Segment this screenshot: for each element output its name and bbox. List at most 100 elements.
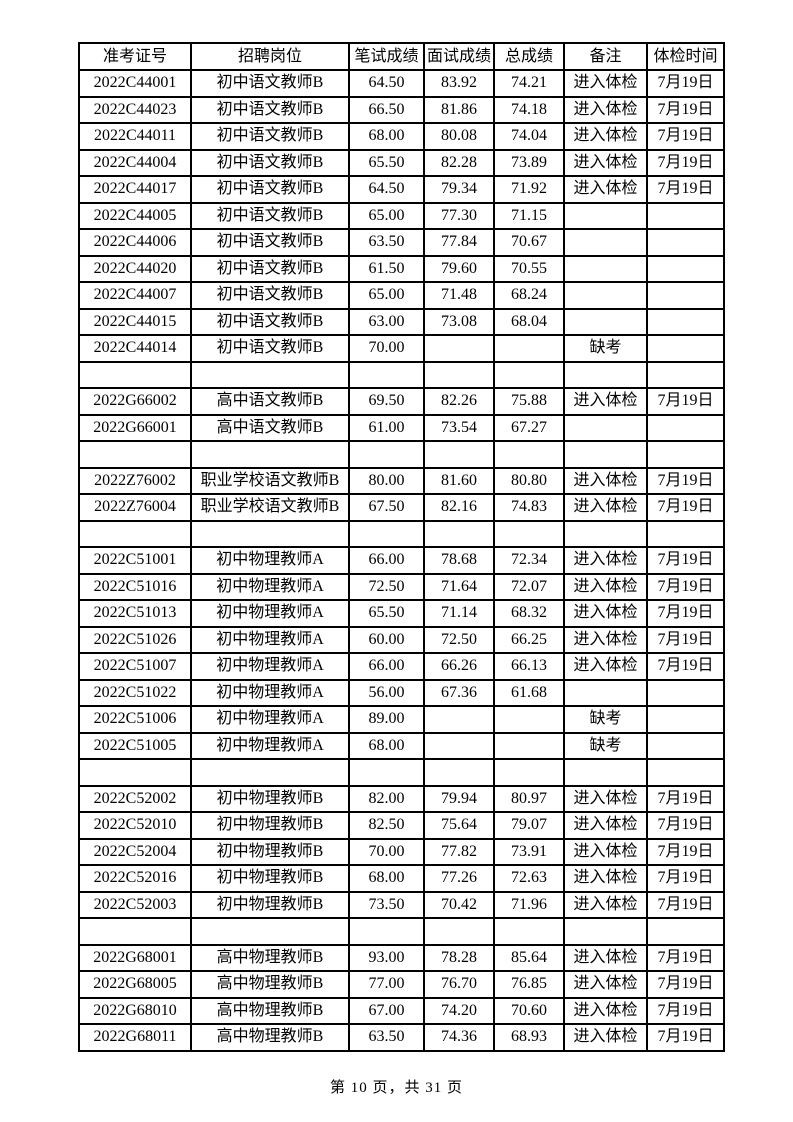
cell-total: 68.32	[493, 599, 565, 628]
cell-written: 82.00	[348, 784, 425, 813]
cell-id: 2022C52003	[78, 890, 192, 919]
cell-interview: 77.84	[423, 228, 495, 257]
cell-written: 65.00	[348, 281, 425, 310]
cell-interview: 71.48	[423, 281, 495, 310]
cell-id	[78, 440, 192, 469]
cell-interview: 82.26	[423, 387, 495, 416]
cell-total: 66.25	[493, 625, 565, 654]
cell-position: 初中语文教师B	[190, 148, 350, 177]
cell-checkup	[646, 281, 725, 310]
cell-remark: 进入体检	[563, 970, 648, 999]
column-header-interview: 面试成绩	[423, 42, 495, 71]
cell-total	[493, 334, 565, 363]
cell-id: 2022C44023	[78, 95, 192, 124]
cell-total	[493, 917, 565, 946]
cell-interview: 77.82	[423, 837, 495, 866]
cell-position	[190, 519, 350, 548]
cell-total: 68.24	[493, 281, 565, 310]
cell-interview	[423, 519, 495, 548]
cell-written: 65.50	[348, 148, 425, 177]
cell-written: 66.00	[348, 546, 425, 575]
table-row: 2022C51001 初中物理教师A 66.00 78.68 72.34 进入体检 7月19…	[78, 546, 725, 575]
cell-checkup: 7月19日	[646, 784, 725, 813]
cell-position: 初中语文教师B	[190, 95, 350, 124]
cell-interview: 71.64	[423, 572, 495, 601]
cell-written: 82.50	[348, 811, 425, 840]
cell-id: 2022C51006	[78, 705, 192, 734]
cell-total	[493, 758, 565, 787]
cell-position	[190, 360, 350, 389]
cell-remark	[563, 413, 648, 442]
cell-remark: 进入体检	[563, 572, 648, 601]
cell-checkup: 7月19日	[646, 652, 725, 681]
page-number: 第 10 页，共 31 页	[329, 1080, 463, 1096]
cell-remark: 进入体检	[563, 148, 648, 177]
table-row: 2022C52016 初中物理教师B 68.00 77.26 72.63 进入体检 7月19…	[78, 864, 725, 893]
cell-position: 初中物理教师B	[190, 864, 350, 893]
cell-total: 74.83	[493, 493, 565, 522]
cell-total: 79.07	[493, 811, 565, 840]
cell-written: 72.50	[348, 572, 425, 601]
table-row: 2022C44005 初中语文教师B 65.00 77.30 71.15	[78, 201, 725, 230]
cell-id: 2022C44017	[78, 175, 192, 204]
table-row: 2022C52002 初中物理教师B 82.00 79.94 80.97 进入体检 7月19…	[78, 784, 725, 813]
cell-remark: 进入体检	[563, 652, 648, 681]
cell-id: 2022C51007	[78, 652, 192, 681]
cell-total: 74.18	[493, 95, 565, 124]
table-row: 2022C51006 初中物理教师A 89.00 缺考	[78, 705, 725, 734]
cell-id: 2022C51022	[78, 678, 192, 707]
cell-total: 70.55	[493, 254, 565, 283]
cell-checkup	[646, 413, 725, 442]
table-row: 2022C52004 初中物理教师B 70.00 77.82 73.91 进入体检 7月19…	[78, 837, 725, 866]
cell-position: 初中物理教师A	[190, 572, 350, 601]
cell-remark: 进入体检	[563, 996, 648, 1025]
cell-id: 2022C44014	[78, 334, 192, 363]
cell-interview	[423, 705, 495, 734]
cell-checkup	[646, 678, 725, 707]
cell-interview: 75.64	[423, 811, 495, 840]
table-row: 2022G68010 高中物理教师B 67.00 74.20 70.60 进入体检 7月19…	[78, 996, 725, 1025]
table-row: 2022C44006 初中语文教师B 63.50 77.84 70.67	[78, 228, 725, 257]
cell-interview: 79.94	[423, 784, 495, 813]
cell-id: 2022C51016	[78, 572, 192, 601]
cell-position: 初中物理教师A	[190, 625, 350, 654]
cell-total: 61.68	[493, 678, 565, 707]
table-row: 2022C44023 初中语文教师B 66.50 81.86 74.18 进入体检 7月19…	[78, 95, 725, 124]
cell-total: 72.07	[493, 572, 565, 601]
cell-position: 初中物理教师A	[190, 546, 350, 575]
cell-remark	[563, 758, 648, 787]
cell-checkup: 7月19日	[646, 572, 725, 601]
cell-remark: 进入体检	[563, 890, 648, 919]
cell-remark: 进入体检	[563, 943, 648, 972]
cell-interview: 67.36	[423, 678, 495, 707]
cell-checkup: 7月19日	[646, 970, 725, 999]
cell-id: 2022G66001	[78, 413, 192, 442]
cell-written: 56.00	[348, 678, 425, 707]
cell-id: 2022C44007	[78, 281, 192, 310]
cell-position: 初中物理教师B	[190, 837, 350, 866]
cell-written: 69.50	[348, 387, 425, 416]
cell-checkup: 7月19日	[646, 996, 725, 1025]
cell-interview: 78.68	[423, 546, 495, 575]
cell-interview: 74.20	[423, 996, 495, 1025]
cell-checkup	[646, 201, 725, 230]
table-row: 2022C51007 初中物理教师A 66.00 66.26 66.13 进入体检 7月19…	[78, 652, 725, 681]
cell-remark	[563, 254, 648, 283]
cell-written: 93.00	[348, 943, 425, 972]
cell-remark: 进入体检	[563, 493, 648, 522]
cell-checkup	[646, 228, 725, 257]
cell-remark	[563, 307, 648, 336]
table-row: 2022C52010 初中物理教师B 82.50 75.64 79.07 进入体检 7月19…	[78, 811, 725, 840]
cell-interview: 77.26	[423, 864, 495, 893]
cell-written	[348, 360, 425, 389]
cell-remark	[563, 360, 648, 389]
cell-total: 75.88	[493, 387, 565, 416]
cell-written: 61.00	[348, 413, 425, 442]
cell-position	[190, 917, 350, 946]
cell-id	[78, 917, 192, 946]
cell-id: 2022C44005	[78, 201, 192, 230]
cell-interview: 76.70	[423, 970, 495, 999]
table-row: 2022C51005 初中物理教师A 68.00 缺考	[78, 731, 725, 760]
cell-id: 2022G68010	[78, 996, 192, 1025]
